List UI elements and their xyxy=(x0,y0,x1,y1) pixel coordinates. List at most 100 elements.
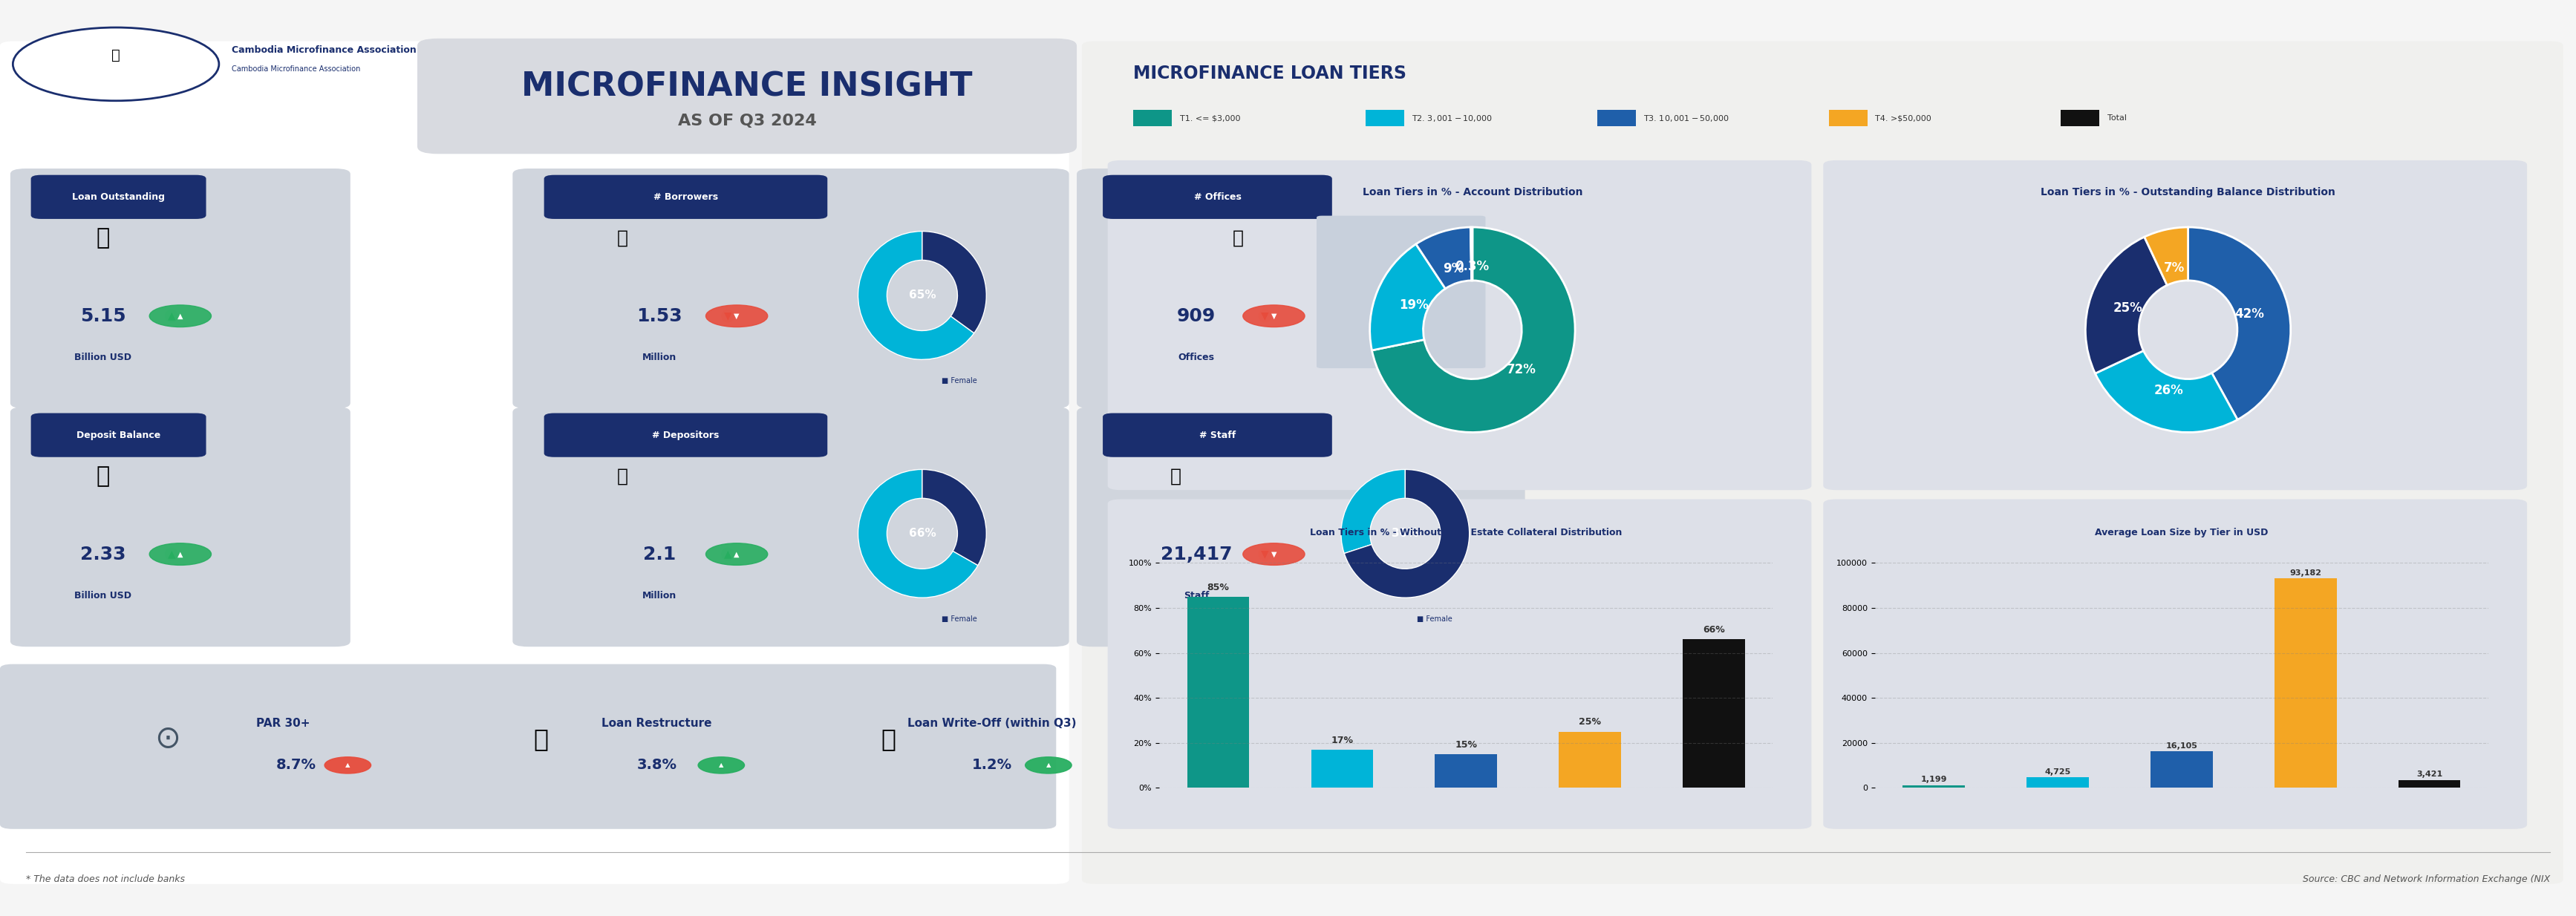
Wedge shape xyxy=(1417,227,1471,289)
Circle shape xyxy=(149,543,211,565)
Text: Million: Million xyxy=(641,591,677,600)
Text: 💵: 💵 xyxy=(95,465,111,487)
Text: ▲: ▲ xyxy=(167,311,175,322)
Bar xyxy=(2398,780,2460,788)
Text: 👥: 👥 xyxy=(1170,467,1182,485)
Text: MICROFINANCE LOAN TIERS: MICROFINANCE LOAN TIERS xyxy=(1133,64,1406,82)
FancyBboxPatch shape xyxy=(1829,110,1868,126)
Text: # Borrowers: # Borrowers xyxy=(654,192,719,202)
Text: ⊙: ⊙ xyxy=(155,723,180,755)
Text: 🏦: 🏦 xyxy=(618,229,629,247)
FancyBboxPatch shape xyxy=(10,407,350,647)
Bar xyxy=(1435,754,1497,788)
Circle shape xyxy=(325,757,371,773)
Text: T3. $10,001 - $50,000: T3. $10,001 - $50,000 xyxy=(1643,114,1728,123)
Wedge shape xyxy=(1370,244,1445,350)
Text: ▲: ▲ xyxy=(734,551,739,558)
Text: 15%: 15% xyxy=(1455,740,1476,749)
FancyBboxPatch shape xyxy=(1597,110,1636,126)
Text: Loan Outstanding: Loan Outstanding xyxy=(72,192,165,202)
Text: ▼: ▼ xyxy=(734,312,739,320)
Title: Loan Tiers in % - Account Distribution: Loan Tiers in % - Account Distribution xyxy=(1363,187,1582,198)
Circle shape xyxy=(1244,543,1306,565)
Text: AS OF Q3 2024: AS OF Q3 2024 xyxy=(677,114,817,128)
Text: 5.15: 5.15 xyxy=(80,307,126,325)
Text: ▲: ▲ xyxy=(345,762,350,769)
Bar xyxy=(1558,732,1620,788)
Text: 3,421: 3,421 xyxy=(2416,771,2442,779)
Text: 909: 909 xyxy=(1177,307,1216,325)
FancyBboxPatch shape xyxy=(544,175,827,219)
Text: 3.8%: 3.8% xyxy=(636,758,677,772)
Text: 72%: 72% xyxy=(1507,364,1535,376)
Text: # Offices: # Offices xyxy=(1193,192,1242,202)
Text: ▼: ▼ xyxy=(724,311,732,322)
Text: 93,182: 93,182 xyxy=(2290,569,2321,576)
Text: 9%: 9% xyxy=(1443,262,1463,276)
FancyBboxPatch shape xyxy=(1103,413,1332,457)
FancyBboxPatch shape xyxy=(1133,110,1172,126)
FancyBboxPatch shape xyxy=(2061,110,2099,126)
Circle shape xyxy=(1025,757,1072,773)
Text: 0.3%: 0.3% xyxy=(1455,259,1489,273)
Text: ■ Female: ■ Female xyxy=(1417,616,1453,623)
Bar xyxy=(2027,777,2089,788)
Text: * The data does not include banks: * The data does not include banks xyxy=(26,875,185,884)
Title: Loan Tiers in % - Without Real Estate Collateral Distribution: Loan Tiers in % - Without Real Estate Co… xyxy=(1311,528,1623,538)
FancyBboxPatch shape xyxy=(1365,110,1404,126)
Text: 21,417: 21,417 xyxy=(1162,545,1231,563)
Bar xyxy=(1311,749,1373,788)
Text: 17%: 17% xyxy=(1332,736,1352,745)
FancyBboxPatch shape xyxy=(31,413,206,457)
FancyBboxPatch shape xyxy=(1824,160,2527,490)
Text: 25%: 25% xyxy=(2112,301,2143,315)
Text: Offices: Offices xyxy=(1177,353,1216,362)
Text: Total: Total xyxy=(2107,114,2125,122)
Text: 66%: 66% xyxy=(1703,626,1726,635)
Text: 7%: 7% xyxy=(2164,261,2184,275)
Text: 42%: 42% xyxy=(2236,307,2264,321)
Circle shape xyxy=(706,305,768,327)
FancyBboxPatch shape xyxy=(513,407,1069,647)
Text: 1.2%: 1.2% xyxy=(971,758,1012,772)
Text: 4,725: 4,725 xyxy=(2045,768,2071,775)
Bar xyxy=(2275,578,2336,788)
FancyBboxPatch shape xyxy=(1077,169,1525,409)
Text: 📋: 📋 xyxy=(533,726,549,751)
Text: ▼: ▼ xyxy=(1270,312,1278,320)
Text: T4. >$50,000: T4. >$50,000 xyxy=(1875,114,1932,122)
FancyBboxPatch shape xyxy=(1108,499,1811,829)
Text: ▲: ▲ xyxy=(178,551,183,558)
Circle shape xyxy=(706,543,768,565)
Bar xyxy=(1188,596,1249,788)
Text: 2.1: 2.1 xyxy=(644,545,675,563)
FancyBboxPatch shape xyxy=(513,169,1069,409)
Text: 🏢: 🏢 xyxy=(1234,229,1244,247)
FancyBboxPatch shape xyxy=(1077,407,1525,647)
FancyBboxPatch shape xyxy=(0,41,1069,884)
Text: Staff: Staff xyxy=(1185,591,1208,600)
FancyBboxPatch shape xyxy=(31,175,206,219)
Wedge shape xyxy=(2143,227,2187,285)
Circle shape xyxy=(13,27,219,101)
Text: ▼: ▼ xyxy=(1262,549,1270,560)
Text: Cambodia Microfinance Association: Cambodia Microfinance Association xyxy=(232,46,417,55)
FancyBboxPatch shape xyxy=(1108,160,1811,490)
Text: PAR 30+: PAR 30+ xyxy=(258,717,309,729)
Wedge shape xyxy=(2094,351,2239,432)
Text: Deposit Balance: Deposit Balance xyxy=(77,431,160,440)
FancyBboxPatch shape xyxy=(1103,175,1332,219)
Title: Average Loan Size by Tier in USD: Average Loan Size by Tier in USD xyxy=(2094,528,2269,538)
Text: 26%: 26% xyxy=(2154,384,2182,397)
Text: 2.33: 2.33 xyxy=(80,545,126,563)
FancyBboxPatch shape xyxy=(0,664,1056,829)
Text: ■ Female: ■ Female xyxy=(940,377,976,385)
Text: T2. $3,001 - $10,000: T2. $3,001 - $10,000 xyxy=(1412,114,1492,123)
Circle shape xyxy=(1244,305,1306,327)
Wedge shape xyxy=(2187,227,2290,420)
Text: Loan Write-Off (within Q3): Loan Write-Off (within Q3) xyxy=(907,717,1077,729)
Text: # Depositors: # Depositors xyxy=(652,431,719,440)
FancyBboxPatch shape xyxy=(10,169,350,409)
Text: 85%: 85% xyxy=(1208,583,1229,592)
Title: Loan Tiers in % - Outstanding Balance Distribution: Loan Tiers in % - Outstanding Balance Di… xyxy=(2040,187,2336,198)
